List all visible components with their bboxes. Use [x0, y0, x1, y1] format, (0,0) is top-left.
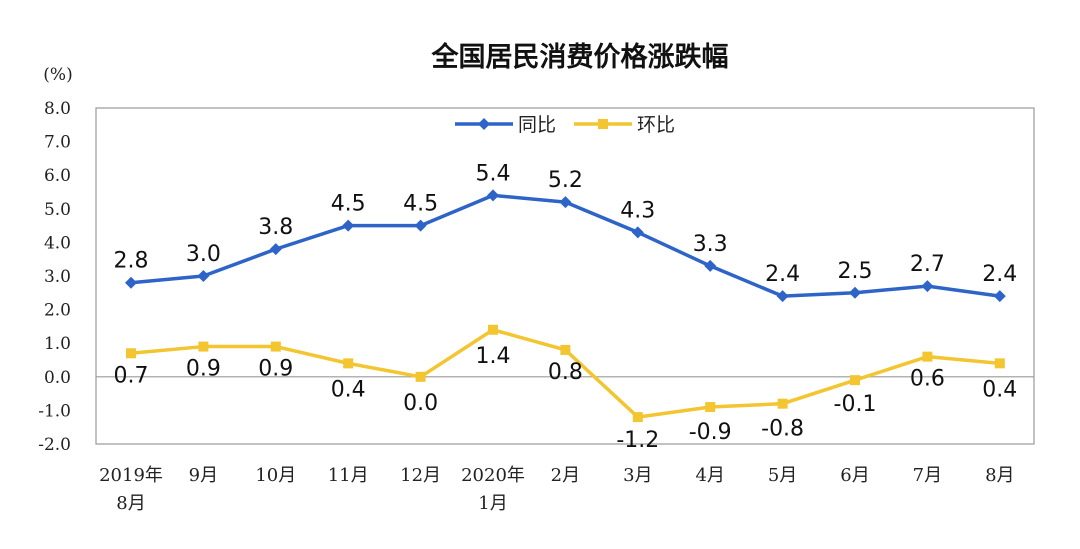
y-tick-label: 6.0	[44, 166, 71, 186]
data-point-环比	[850, 375, 860, 386]
data-label-环比: 0.4	[982, 377, 1017, 402]
data-label-同比: 3.8	[258, 215, 293, 240]
y-tick-label: -2.0	[38, 435, 71, 455]
data-point-同比	[993, 290, 1006, 303]
data-label-同比: 3.0	[186, 242, 221, 267]
data-point-环比	[922, 351, 933, 362]
x-tick-label: 12月	[400, 465, 441, 486]
y-tick-label: -1.0	[38, 401, 71, 421]
y-tick-label: 7.0	[44, 133, 71, 153]
data-point-同比	[125, 276, 137, 289]
data-label-同比: 5.4	[476, 161, 511, 186]
x-tick-label: 10月	[255, 465, 296, 486]
data-label-环比: 0.6	[910, 367, 945, 392]
x-tick-label: 7月	[913, 465, 942, 486]
chart-title: 全国居民消费价格涨跌幅	[431, 41, 729, 73]
data-point-同比	[849, 286, 861, 299]
y-axis-ticks: 8.0 7.0 6.0 5.0 4.0 3.0 2.0 1.0 0.0 -1.0 -2.0	[38, 99, 71, 455]
x-tick-label: 3月	[623, 465, 652, 486]
data-point-环比	[343, 358, 354, 369]
data-label-环比: 0.9	[186, 357, 221, 382]
x-tick-label: 2020年	[461, 465, 525, 486]
data-label-环比: 0.7	[114, 363, 149, 388]
y-tick-label: 5.0	[44, 200, 71, 220]
x-axis-ticks: 2019年 8月 9月 10月 11月 12月 2020年 1月 2月 3月 4月 5月 6月 7月 8月	[99, 465, 1014, 514]
data-point-环比	[994, 358, 1005, 369]
y-tick-label: 0.0	[44, 368, 71, 388]
series-环比: 0.7 0.9 0.9 0.4 0.0 1.4 0.8 -1.2 -0.9 -0.8 -0.1 0.6…	[114, 324, 1017, 453]
legend-marker-环比	[598, 119, 608, 129]
y-axis-unit: (%)	[43, 65, 72, 85]
data-label-环比: 1.4	[476, 344, 511, 369]
y-tick-label: 3.0	[44, 267, 71, 287]
data-point-环比	[198, 341, 209, 352]
data-label-同比: 2.4	[765, 262, 800, 287]
legend-label-环比: 环比	[637, 114, 675, 136]
x-tick-label: 2月	[551, 465, 580, 486]
x-tick-label: 9月	[189, 465, 218, 486]
data-point-环比	[415, 371, 426, 382]
data-point-环比	[777, 398, 788, 409]
data-label-同比: 4.5	[331, 192, 366, 217]
x-tick-label: 8月	[116, 493, 145, 514]
x-tick-label: 8月	[985, 465, 1014, 486]
y-tick-label: 1.0	[44, 334, 71, 354]
data-label-环比: -0.9	[689, 420, 732, 445]
legend-label-同比: 同比	[518, 114, 556, 136]
y-tick-label: 4.0	[44, 233, 71, 253]
data-point-同比	[559, 196, 572, 209]
data-point-同比	[487, 189, 499, 202]
data-label-环比: -1.2	[616, 428, 659, 453]
x-tick-label: 11月	[328, 465, 369, 486]
data-point-同比	[631, 226, 644, 239]
data-point-同比	[704, 259, 717, 272]
data-label-环比: 0.9	[258, 357, 293, 382]
data-label-环比: 0.4	[331, 377, 366, 402]
data-point-环比	[560, 344, 571, 355]
data-label-同比: 2.7	[910, 252, 945, 277]
data-point-同比	[776, 290, 789, 303]
data-label-同比: 5.2	[548, 168, 583, 193]
y-tick-label: 2.0	[44, 301, 71, 321]
data-point-同比	[342, 219, 355, 232]
series-同比: 2.8 3.0 3.8 4.5 4.5 5.4 5.2 4.3 3.3 2.4 2.5 2.7 2.4	[114, 161, 1017, 303]
data-label-同比: 2.4	[982, 262, 1017, 287]
data-point-环比	[488, 324, 498, 335]
data-point-同比	[269, 243, 282, 256]
data-label-环比: -0.1	[834, 392, 877, 417]
series-layer: 2.8 3.0 3.8 4.5 4.5 5.4 5.2 4.3 3.3 2.4 2.5 2.7 2.4 0…	[114, 161, 1018, 453]
data-label-同比: 4.3	[620, 198, 655, 223]
data-label-同比: 3.3	[693, 232, 728, 257]
data-label-同比: 4.5	[403, 192, 438, 217]
x-tick-label: 5月	[768, 465, 797, 486]
x-tick-label: 6月	[840, 465, 869, 486]
data-point-同比	[921, 280, 934, 293]
legend: 同比 环比	[455, 114, 675, 136]
data-point-同比	[197, 270, 210, 282]
data-point-环比	[705, 402, 716, 413]
data-label-环比: -0.8	[761, 417, 804, 442]
data-label-同比: 2.5	[838, 259, 873, 284]
data-label-同比: 2.8	[114, 249, 149, 274]
legend-marker-同比	[478, 118, 490, 130]
data-point-同比	[414, 219, 427, 232]
x-tick-label: 2019年	[99, 465, 163, 486]
y-tick-label: 8.0	[44, 99, 71, 119]
data-label-环比: 0.8	[548, 360, 583, 385]
data-point-环比	[270, 341, 281, 352]
data-point-环比	[126, 348, 136, 359]
data-label-环比: 0.0	[403, 391, 438, 416]
data-point-环比	[632, 412, 643, 423]
plot-area-frame	[95, 107, 1035, 445]
x-tick-label: 1月	[478, 493, 507, 514]
x-tick-label: 4月	[695, 465, 724, 486]
